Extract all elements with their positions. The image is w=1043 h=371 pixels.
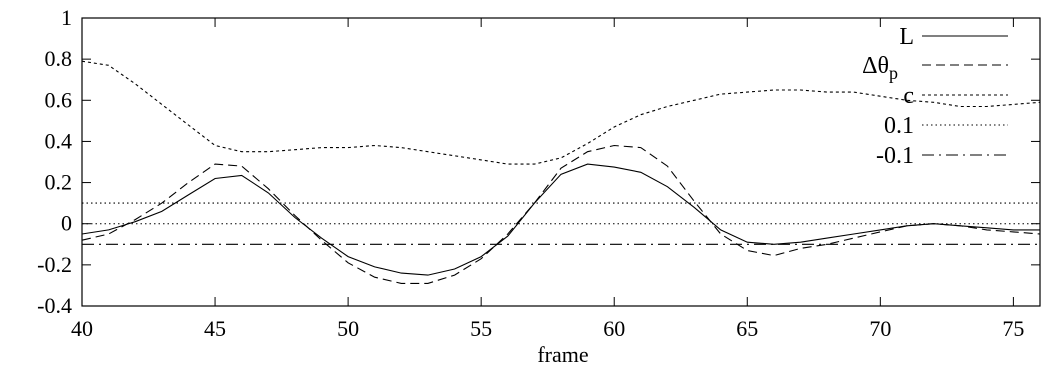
series-group — [81, 60, 1041, 284]
x-tick-label: 70 — [869, 316, 891, 341]
axis-ticks: -0.4 -0.2 0 0.2 0.4 0.6 0.8 1 40 45 50 55 60 65 70 75 — [37, 5, 1040, 341]
y-tick-label: -0.2 — [37, 252, 72, 277]
x-tick-label: 50 — [337, 316, 359, 341]
x-tick-label: 45 — [204, 316, 226, 341]
y-tick-label: 0.4 — [45, 128, 73, 153]
plot-area — [81, 17, 1041, 307]
x-tick-label: 55 — [470, 316, 492, 341]
legend-label: c — [903, 83, 914, 109]
series-line-1 — [81, 163, 1040, 276]
legend-label: Δθp — [862, 53, 898, 83]
legend-label: -0.1 — [876, 143, 914, 169]
plot-border — [81, 17, 1041, 307]
y-tick-label: 1 — [61, 5, 72, 30]
x-tick-label: 40 — [71, 316, 93, 341]
x-tick-label: 75 — [1002, 316, 1024, 341]
legend-label: 0.1 — [884, 113, 914, 139]
x-tick-label: 60 — [603, 316, 625, 341]
x-axis-title: frame — [537, 342, 588, 367]
y-tick-label: 0.8 — [45, 46, 73, 71]
x-tick-label: 65 — [736, 316, 758, 341]
y-tick-label: -0.4 — [37, 293, 72, 318]
legend-label: L — [899, 24, 914, 50]
series-line-2 — [81, 144, 1041, 284]
series-line-3 — [81, 60, 1041, 165]
y-tick-label: 0.2 — [45, 170, 73, 195]
y-tick-label: 0.6 — [45, 87, 73, 112]
y-tick-label: 0 — [61, 211, 72, 236]
